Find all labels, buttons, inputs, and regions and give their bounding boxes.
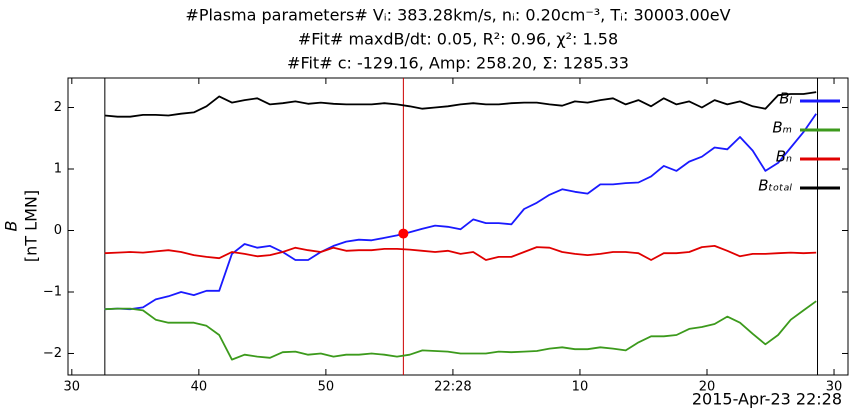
y-axis-label: B [2, 221, 21, 232]
y-axis-label: [nT LMN] [22, 190, 41, 262]
x-tick-label: 50 [318, 380, 335, 395]
y-tick-label: 2 [54, 100, 62, 115]
x-tick-label: 20 [699, 380, 716, 395]
legend-label: Bₙ [776, 148, 792, 166]
x-tick-label: 22:28 [434, 380, 471, 395]
title-line: #Fit# maxdB/dt: 0.05, R²: 0.96, χ²: 1.58 [298, 30, 618, 49]
y-tick-label: −1 [43, 284, 62, 299]
x-tick-label: 10 [572, 380, 589, 395]
y-tick-label: 1 [54, 162, 62, 177]
y-tick-label: 0 [54, 223, 62, 238]
x-tick-label: 30 [826, 380, 843, 395]
title-line: #Fit# c: -129.16, Amp: 258.20, Σ: 1285.3… [287, 54, 629, 73]
series-line [104, 113, 817, 311]
x-axis-label: 2015-Apr-23 22:28 [692, 390, 842, 409]
x-tick-label: 40 [191, 380, 208, 395]
legend-label: Bₗ [779, 90, 792, 108]
legend-label: Bₘ [772, 119, 792, 137]
series-line [104, 245, 817, 261]
legend-label: Bₜₒₜₐₗ [758, 177, 792, 195]
series-line [104, 300, 817, 361]
y-tick-label: −2 [43, 346, 62, 361]
plot-frame [67, 77, 849, 376]
series-line [104, 91, 817, 118]
marker-point [398, 228, 409, 239]
x-tick-label: 30 [64, 380, 81, 395]
title-line: #Plasma parameters# Vᵢ: 383.28km/s, nᵢ: … [185, 6, 730, 25]
